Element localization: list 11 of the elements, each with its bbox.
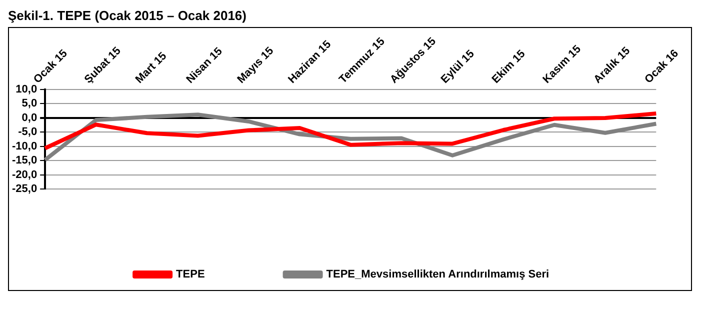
y-tick-label: -25,0: [12, 183, 38, 196]
y-tick-label: -5,0: [18, 126, 38, 138]
legend-label: TEPE: [176, 268, 205, 281]
y-tick-label: -10,0: [12, 140, 38, 152]
chart-title: Şekil-1. TEPE (Ocak 2015 – Ocak 2016): [8, 8, 248, 23]
y-tick-label: -20,0: [12, 168, 38, 181]
legend-label: TEPE_Mevsimsellikten Arındırılmamış Seri: [326, 268, 550, 281]
y-tick-label: -15,0: [12, 154, 38, 167]
y-tick-label: 5,0: [22, 98, 38, 110]
y-tick-label: 10,0: [16, 83, 38, 96]
y-tick-label: 0,0: [22, 112, 38, 124]
